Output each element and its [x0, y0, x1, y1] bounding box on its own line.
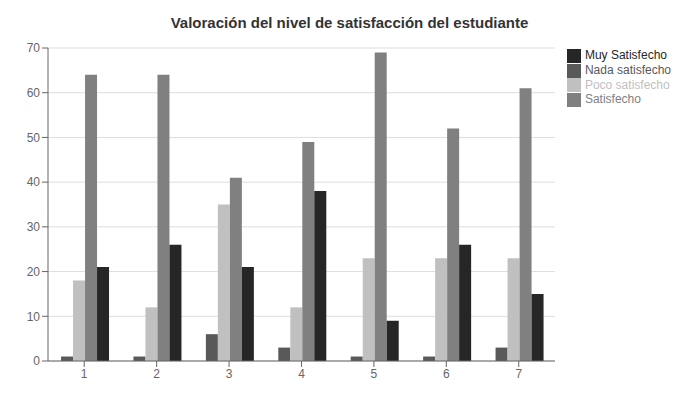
svg-text:3: 3 — [226, 367, 233, 381]
svg-text:0: 0 — [33, 354, 40, 368]
html-text:Valoración del nivel de satisf: Valoración del nivel de satisfacción del… — [170, 14, 529, 31]
svg-text:60: 60 — [27, 86, 41, 100]
svg-text:40: 40 — [27, 175, 41, 189]
html-text:Muy Satisfecho: Muy Satisfecho — [584, 48, 667, 62]
svg-text:4: 4 — [298, 367, 305, 381]
svg-text:1: 1 — [81, 367, 88, 381]
svg-text:10: 10 — [27, 310, 41, 324]
svg-text:20: 20 — [27, 265, 41, 279]
html-text:Nada satisfecho: Nada satisfecho — [584, 62, 671, 77]
svg-text:50: 50 — [27, 131, 41, 145]
html-text:Satisfecho: Satisfecho — [584, 92, 641, 107]
svg-text:30: 30 — [27, 220, 41, 234]
svg-text:5: 5 — [371, 367, 378, 381]
html-text:Poco satisfecho: Poco satisfecho — [584, 77, 670, 92]
svg-text:6: 6 — [443, 367, 450, 381]
svg-text:70: 70 — [27, 41, 41, 55]
svg-text:2: 2 — [153, 367, 160, 381]
svg-text:7: 7 — [515, 367, 522, 381]
